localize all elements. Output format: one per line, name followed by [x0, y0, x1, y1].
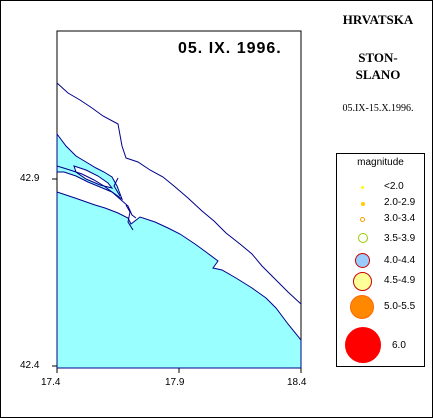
legend-label-3.5-3.9: 3.5-3.9	[384, 233, 416, 244]
y-tick-label-42.9: 42.9	[20, 173, 40, 184]
legend-label-6: 6.0	[392, 340, 406, 351]
legend-symbol-4.5-4.9	[353, 272, 372, 291]
place-name-line2: SLANO	[355, 67, 401, 82]
legend-symbol-3.5-3.9	[358, 233, 368, 243]
legend-label-5-5.5: 5.0-5.5	[384, 301, 416, 312]
map-date-label: 05. IX. 1996.	[178, 40, 282, 57]
region-title: HRVATSKA	[342, 12, 414, 27]
islet	[73, 165, 114, 189]
coastline-cape	[125, 204, 134, 231]
x-tick-label-17.4: 17.4	[41, 377, 61, 388]
legend-label-4.5-4.9: 4.5-4.9	[384, 275, 416, 286]
period-label: 05.IX-15.X.1996.	[342, 103, 414, 114]
legend-title: magnitude	[357, 157, 404, 168]
x-tick-label-18.4: 18.4	[287, 377, 307, 388]
place-name-line1: STON-	[358, 50, 398, 65]
legend-symbol-2-2.9	[361, 202, 365, 206]
legend-symbol-4-4.4	[355, 253, 370, 268]
legend-label-2-2.9: 2.0-2.9	[384, 197, 416, 208]
legend-symbol-lt2	[361, 186, 364, 189]
coastline-upper	[56, 82, 302, 305]
y-tick-label-42.4: 42.4	[20, 360, 40, 371]
x-tick-label-17.9: 17.9	[165, 377, 185, 388]
legend-label-3-3.4: 3.0-3.4	[384, 213, 416, 224]
legend-symbol-3-3.4	[360, 217, 365, 222]
legend-label-4-4.4: 4.0-4.4	[384, 255, 416, 266]
legend-symbol-5-5.5	[350, 295, 374, 319]
sea-area	[56, 191, 302, 369]
coastline-channel	[56, 165, 137, 219]
magnitude-legend: magnitude <2.0 2.0-2.9 3.0-3.4 3.5-3.9 4…	[336, 153, 425, 367]
coastline-inlet	[113, 177, 121, 197]
legend-symbol-6	[345, 327, 381, 363]
legend-label-lt2: <2.0	[384, 181, 404, 192]
